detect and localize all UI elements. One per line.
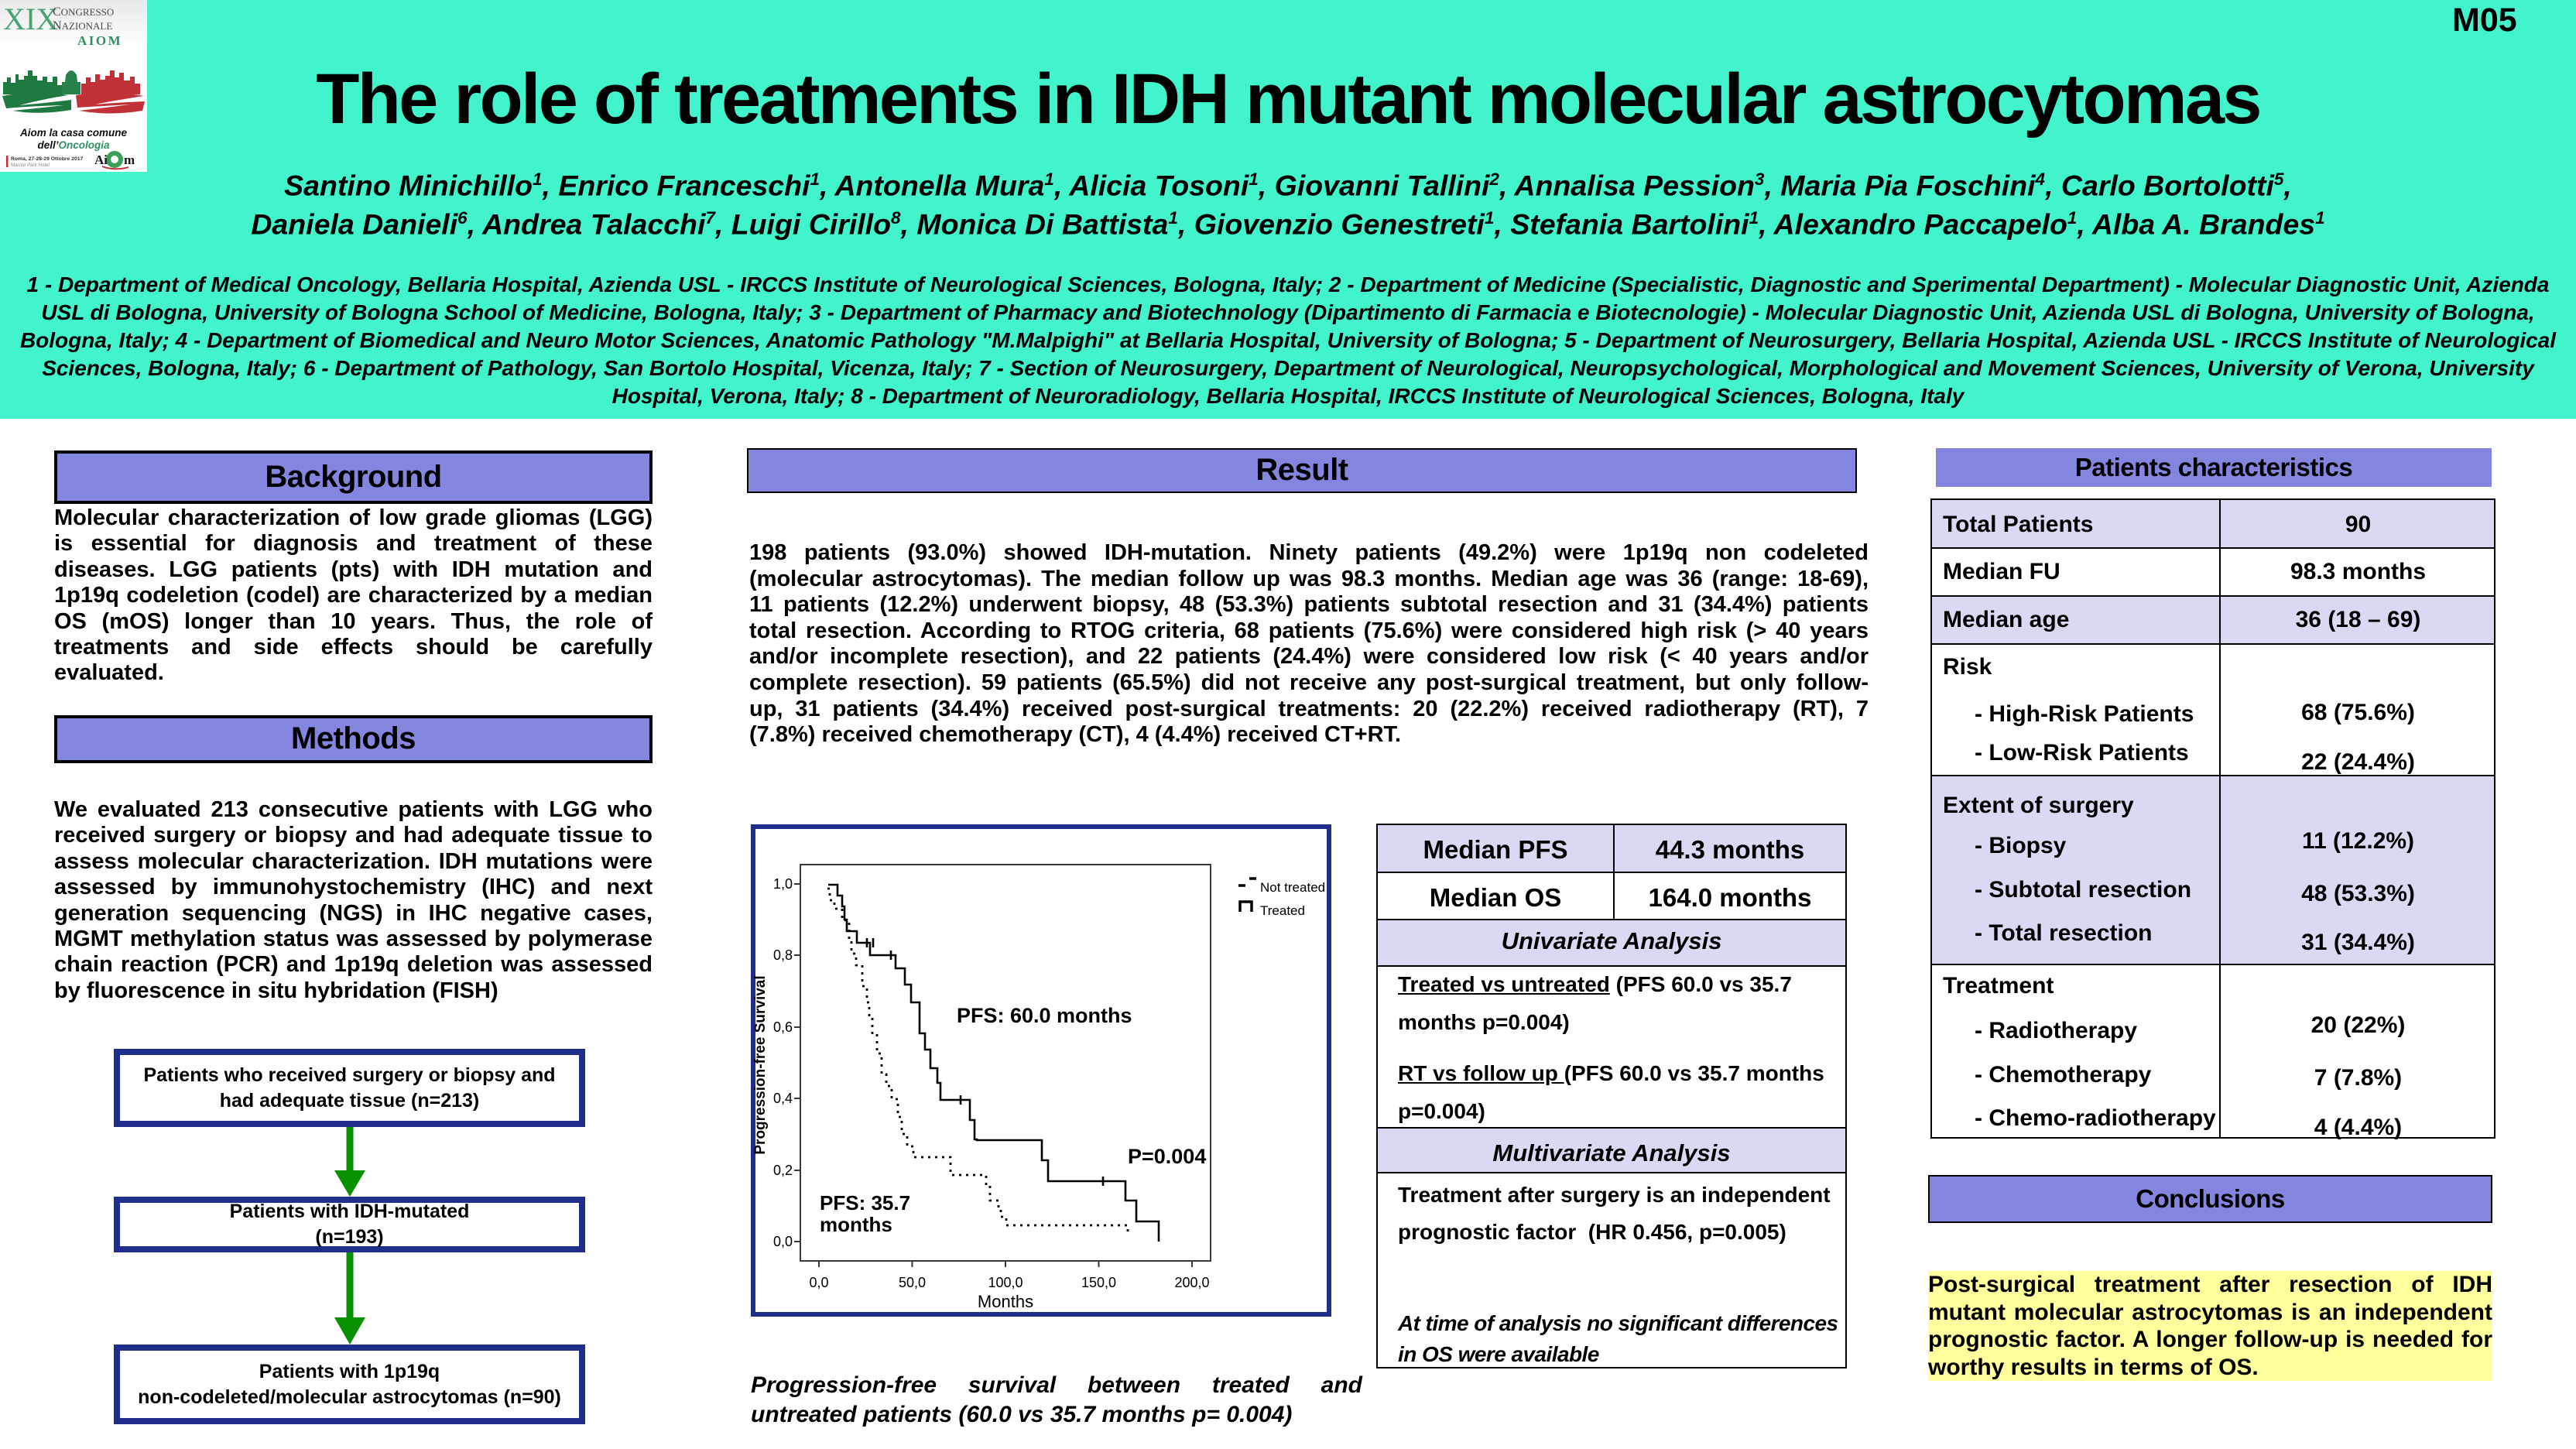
- svg-text:Months: Months: [978, 1292, 1033, 1311]
- svg-text:Aiom la casa comune: Aiom la casa comune: [19, 127, 128, 139]
- svg-text:NAZIONALE: NAZIONALE: [53, 19, 112, 33]
- svg-text:AIOM: AIOM: [77, 33, 122, 48]
- svg-text:200,0: 200,0: [1174, 1275, 1209, 1290]
- svg-text:Treated: Treated: [1260, 903, 1305, 918]
- svg-text:50,0: 50,0: [899, 1275, 926, 1290]
- svg-text:Ai: Ai: [94, 152, 108, 167]
- svg-text:Progression-free Survival: Progression-free Survival: [752, 975, 769, 1154]
- svg-text:150,0: 150,0: [1081, 1275, 1116, 1290]
- svg-text:0,8: 0,8: [773, 947, 793, 963]
- svg-text:100,0: 100,0: [988, 1275, 1023, 1290]
- svg-text:CONGRESSO: CONGRESSO: [53, 5, 114, 19]
- svg-text:m: m: [124, 152, 135, 167]
- svg-text:0,6: 0,6: [773, 1019, 793, 1035]
- svg-text:0,0: 0,0: [809, 1275, 828, 1290]
- svg-text:1,0: 1,0: [773, 876, 793, 892]
- svg-text:0,2: 0,2: [773, 1163, 793, 1178]
- svg-text:months: months: [820, 1213, 892, 1236]
- svg-text:0,0: 0,0: [773, 1234, 793, 1249]
- svg-text:Roma, 27-28-29 Ottobre 2017: Roma, 27-28-29 Ottobre 2017: [11, 156, 84, 162]
- svg-text:Not treated: Not treated: [1260, 880, 1325, 895]
- svg-text:PFS: 35.7: PFS: 35.7: [820, 1191, 910, 1214]
- svg-text:0,4: 0,4: [773, 1091, 793, 1106]
- svg-text:XIX: XIX: [3, 2, 58, 36]
- svg-text:P=0.004: P=0.004: [1128, 1145, 1206, 1168]
- svg-text:dell’Oncologia: dell’Oncologia: [37, 139, 110, 151]
- svg-text:PFS: 60.0 months: PFS: 60.0 months: [957, 1004, 1132, 1027]
- svg-text:Marriot Park Hotel: Marriot Park Hotel: [11, 163, 50, 168]
